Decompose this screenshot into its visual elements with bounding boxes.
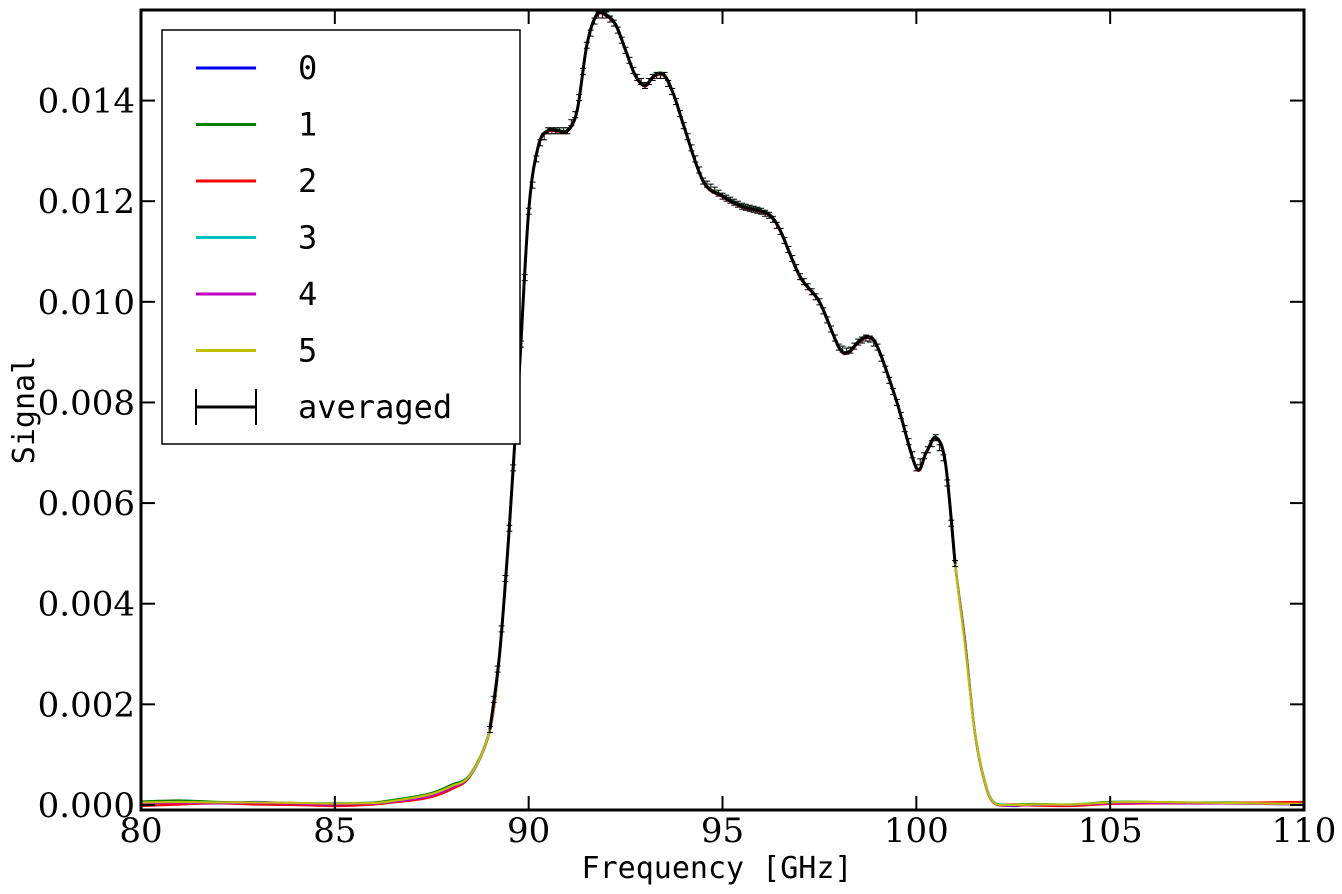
x-tick-label: 85 [313, 811, 356, 851]
legend-label-3: 3 [298, 219, 317, 257]
y-tick-label: 0.012 [38, 182, 135, 222]
x-tick-label: 110 [1272, 811, 1337, 851]
legend-label-1: 1 [298, 106, 317, 144]
errorbar-marks [486, 11, 959, 733]
legend-label-4: 4 [298, 275, 317, 313]
legend-label-5: 5 [298, 332, 317, 370]
legend-label-2: 2 [298, 162, 317, 200]
x-tick-label: 95 [701, 811, 744, 851]
y-tick-label: 0.000 [38, 786, 135, 826]
y-tick-label: 0.004 [38, 585, 135, 625]
y-axis-label: Signal [7, 356, 42, 464]
legend-label-averaged: averaged [298, 388, 452, 426]
y-tick-label: 0.002 [38, 685, 135, 725]
x-axis-label: Frequency [GHz] [582, 851, 853, 886]
y-tick-label: 0.010 [38, 283, 135, 323]
legend-label-0: 0 [298, 49, 317, 87]
x-tick-label: 80 [119, 811, 162, 851]
y-tick-label: 0.008 [38, 383, 135, 423]
x-tick-label: 105 [1078, 811, 1143, 851]
legend: 0 1 2 3 4 5 averaged [161, 29, 521, 445]
y-tick-label: 0.014 [38, 82, 135, 122]
y-tick-label: 0.006 [38, 484, 135, 524]
x-tick-label: 90 [507, 811, 550, 851]
x-tick-label: 100 [884, 811, 949, 851]
series-layer [140, 10, 1305, 808]
ticks-layer: 80 85 90 95 100 105 1100.0000.0020.0040.0060.0… [38, 10, 1337, 851]
